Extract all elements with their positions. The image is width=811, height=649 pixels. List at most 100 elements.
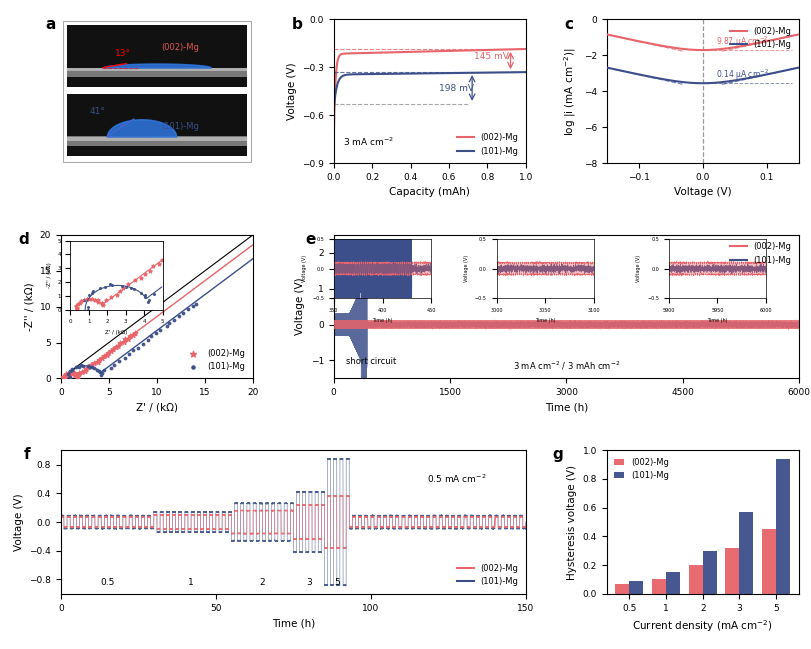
Point [60,369,73,379]
Point [141,335,154,345]
Point [101,350,114,360]
Legend: (002)-Mg, (101)-Mg: (002)-Mg, (101)-Mg [727,239,795,268]
Point [93,367,106,377]
Bar [629,581,643,594]
Point [122,349,135,359]
Point [161,321,174,331]
Legend: (002)-Mg, (101)-Mg: (002)-Mg, (101)-Mg [727,23,795,53]
Text: a: a [45,17,56,32]
Bar [67,137,247,141]
Text: b: b [291,17,303,32]
Point [182,304,195,315]
Text: 0.5 mA cm$^{-2}$: 0.5 mA cm$^{-2}$ [427,472,486,485]
Point [88,358,101,368]
Point [137,339,150,349]
Point [123,331,136,341]
Bar [776,459,790,594]
Y-axis label: Hysteresis voltage (V): Hysteresis voltage (V) [567,465,577,580]
X-axis label: Time (h): Time (h) [272,618,315,628]
Point [119,334,132,345]
Legend: (002)-Mg, (101)-Mg: (002)-Mg, (101)-Mg [454,561,521,590]
Point [69,369,82,380]
Point [128,328,141,338]
Point [127,345,139,355]
Point [107,360,120,371]
X-axis label: Voltage (V): Voltage (V) [674,188,732,197]
Point [163,318,176,328]
Point [63,374,76,384]
Point [64,368,77,378]
Text: 3 mA cm$^{-2}$: 3 mA cm$^{-2}$ [343,136,394,148]
Point [127,330,139,340]
Y-axis label: Voltage (V): Voltage (V) [286,62,297,120]
Text: (101)-Mg: (101)-Mg [161,121,199,130]
Point [168,315,181,325]
Bar [652,580,666,594]
Point [66,365,79,375]
Bar [689,565,703,594]
Point [81,361,94,371]
Bar [67,136,247,146]
Point [62,369,75,379]
Point [58,373,71,384]
Point [63,372,76,382]
Point [91,365,104,375]
Point [58,371,71,381]
Point [75,360,88,371]
Point [102,348,115,358]
Bar [726,548,740,594]
Point [122,334,135,344]
X-axis label: Time (h): Time (h) [545,403,588,413]
Point [131,343,144,353]
Point [66,368,79,378]
Point [84,361,97,372]
Point [118,352,131,363]
Text: 0.5: 0.5 [100,578,114,587]
Text: 9.87 μA cm$^{-2}$: 9.87 μA cm$^{-2}$ [715,34,768,49]
Y-axis label: -Z'' / (kΩ): -Z'' / (kΩ) [24,282,34,331]
Point [58,373,71,383]
Text: f: f [24,447,30,462]
Bar [67,67,247,71]
Text: 5: 5 [334,578,340,587]
Point [105,346,118,356]
Point [86,362,99,373]
Text: 41°: 41° [90,107,105,116]
Point [71,371,84,381]
Point [69,369,82,379]
Text: g: g [553,447,564,462]
Bar [703,551,717,594]
Point [70,362,83,373]
Y-axis label: Voltage (V): Voltage (V) [295,278,305,336]
Bar [666,572,680,594]
Point [66,364,79,374]
Text: 198 mV: 198 mV [440,84,474,93]
Point [117,337,130,347]
Point [95,369,108,380]
Point [107,344,120,354]
Point [114,338,127,349]
Point [84,360,97,371]
Legend: (002)-Mg, (101)-Mg: (002)-Mg, (101)-Mg [611,454,672,484]
Point [71,371,84,381]
Text: 145 mV: 145 mV [474,51,509,60]
Point [57,372,70,382]
Point [113,356,126,366]
Point [109,342,122,352]
Text: 1: 1 [188,578,194,587]
Point [71,370,84,380]
Point [97,350,110,361]
Point [93,366,106,376]
Point [91,357,104,367]
Bar [762,529,776,594]
Point [80,363,93,374]
Point [104,363,117,373]
Text: 3: 3 [306,578,311,587]
Point [64,366,77,376]
Legend: (002)-Mg, (101)-Mg: (002)-Mg, (101)-Mg [454,130,521,159]
Point [144,331,157,341]
X-axis label: Capacity (mAh): Capacity (mAh) [389,188,470,197]
Point [75,367,88,377]
Text: (002)-Mg: (002)-Mg [161,43,199,53]
Point [190,299,203,310]
